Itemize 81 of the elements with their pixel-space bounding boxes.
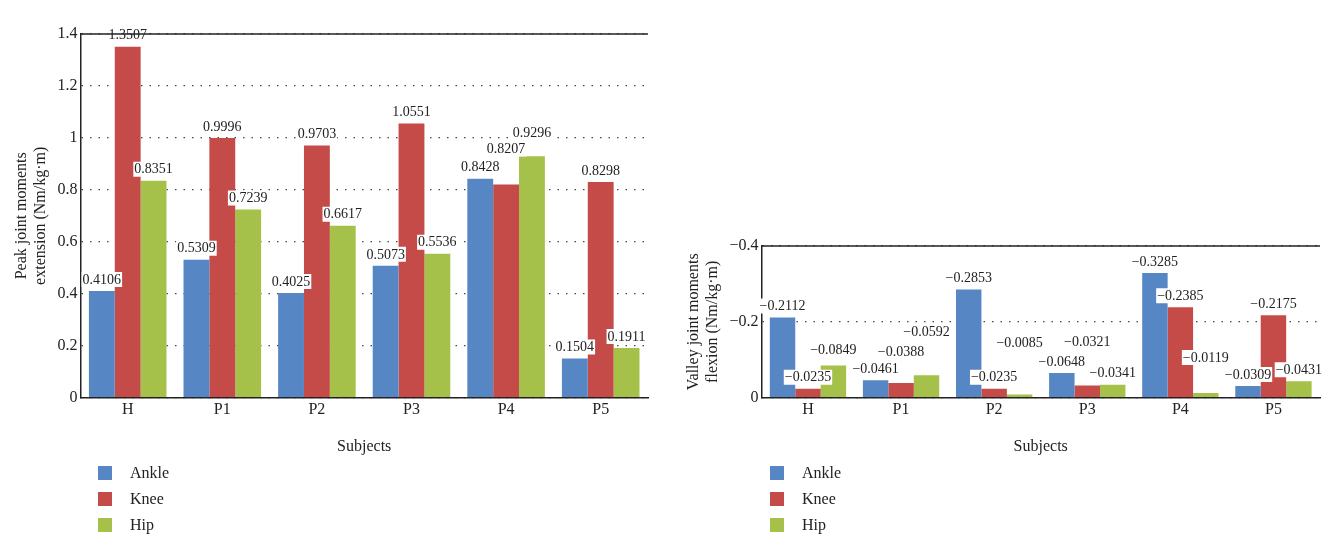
bar [467,178,494,397]
bar [329,225,356,397]
data-label: 0.5309 [177,240,216,256]
bar [278,293,304,397]
data-label: −0.0309 [1224,366,1272,382]
data-label: 0.4025 [271,273,311,289]
y-tick-label: 0.6 [57,231,78,249]
data-label: −0.0321 [1064,334,1111,350]
data-label: −0.2175 [1250,295,1297,311]
x-tick-label: P1 [892,400,910,418]
x-tick-label: P5 [592,400,610,418]
data-label: 0.8298 [581,162,620,178]
y-tick-label: 0.2 [57,335,78,353]
data-label: −0.0341 [1089,365,1136,381]
y-axis-title: Valley joint moments flexion (Nm/kg·m) [683,253,721,391]
data-label: −0.0235 [970,369,1018,385]
y-tick-label: −0.4 [729,236,759,254]
data-label: −0.0592 [903,323,950,339]
legend-label: Knee [802,490,836,508]
data-label: −0.3285 [1131,253,1179,269]
bar [424,253,451,397]
data-label: −0.0085 [996,335,1043,351]
x-tick-label: P2 [985,400,1003,418]
y-tick-label: −0.2 [729,312,759,329]
y-axis-title: Peak joint moments extension (Nm/kg·m) [11,146,49,285]
legend-label: Hip [130,516,154,534]
y-tick-label: 0 [750,387,759,405]
data-label: −0.0648 [1038,353,1086,369]
bar [613,347,640,397]
bar [140,180,167,397]
data-label: 0.1504 [555,339,595,355]
bar [235,209,262,397]
data-label: 0.5536 [418,234,457,250]
x-tick-label: P2 [308,400,326,418]
x-tick-label: H [121,400,134,418]
legend-label: Ankle [130,464,170,482]
y-tick-label: 1.2 [57,76,78,94]
y-tick-label: 0.8 [57,180,78,198]
data-label: 0.9296 [512,124,552,140]
y-tick-label: 0.4 [57,283,78,301]
bar [493,184,520,397]
data-label: 0.8351 [134,161,173,177]
x-tick-label: P4 [1171,400,1189,418]
x-tick-label: P4 [497,400,515,418]
data-label: 0.9703 [297,126,337,142]
legend-label: Knee [130,490,164,508]
y-tick-label: 1 [69,128,78,146]
data-label: −0.0461 [852,360,899,376]
data-label: −0.2853 [945,270,992,286]
data-label: −0.0431 [1275,361,1323,377]
data-label: −0.2112 [759,298,806,314]
bar [561,358,588,397]
y-tick-label: 0 [69,387,78,405]
bar [183,259,210,397]
bar [88,290,115,397]
data-label: −0.0235 [784,369,832,385]
data-label: 1.0551 [392,104,431,120]
data-label: 0.7239 [228,190,268,206]
data-label: 0.1911 [607,328,646,344]
y-tick-label: 1.4 [57,24,78,42]
data-label: −0.0388 [877,343,925,359]
data-label: 0.9996 [203,118,242,134]
x-tick-label: P3 [403,400,420,418]
x-axis-title: Subjects [1013,436,1068,455]
data-label: −0.0849 [810,342,857,358]
x-tick-label: P1 [213,400,231,418]
data-label: −0.0119 [1182,349,1229,365]
bar [519,156,545,397]
x-tick-label: P5 [1265,400,1282,418]
data-label: 0.8207 [486,141,526,157]
data-label: 0.5073 [366,246,405,262]
x-axis-title: Subjects [337,436,392,455]
bar [372,265,399,397]
data-label: 0.4106 [82,271,122,287]
x-tick-label: P3 [1078,400,1096,418]
x-tick-label: H [802,400,815,418]
data-label: −0.2385 [1157,287,1204,303]
data-label: 0.6617 [323,206,363,222]
legend-label: Hip [802,516,826,534]
legend-label: Ankle [802,464,842,482]
data-label: 0.8428 [460,159,500,175]
